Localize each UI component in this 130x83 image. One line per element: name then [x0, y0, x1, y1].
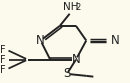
Text: 2: 2: [76, 3, 81, 12]
Text: F: F: [0, 45, 6, 55]
Text: NH: NH: [63, 2, 79, 12]
Text: F: F: [0, 55, 6, 65]
Text: S: S: [63, 67, 71, 80]
Text: N: N: [111, 34, 120, 47]
Text: F: F: [0, 64, 6, 75]
Text: N: N: [36, 34, 45, 47]
Text: N: N: [72, 53, 80, 66]
